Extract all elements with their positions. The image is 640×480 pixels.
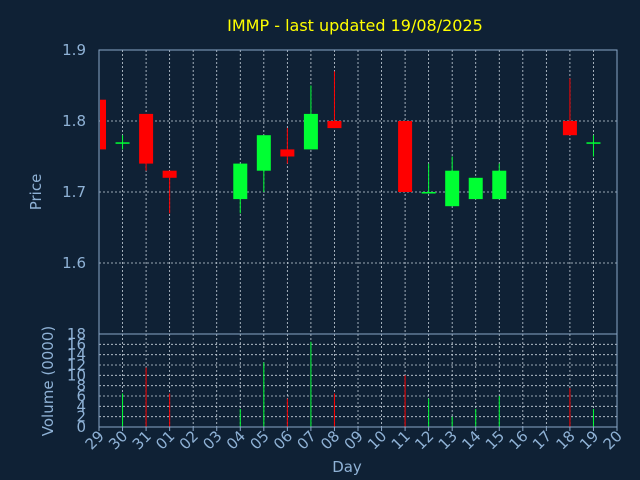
candle <box>280 128 295 164</box>
day-tick-label: 01 <box>152 427 178 453</box>
volume-bars <box>122 341 594 427</box>
day-tick-label: 03 <box>199 427 225 453</box>
candle <box>327 71 342 129</box>
candle-body <box>303 113 318 150</box>
volume-tick-label: 16 <box>67 335 86 353</box>
day-tick-label: 07 <box>294 427 320 453</box>
volume-tick-label: 8 <box>76 377 86 395</box>
price-tick-labels: 1.6 1.7 1.8 1.9 <box>62 41 86 272</box>
candle-body <box>421 192 436 194</box>
day-tick-label: 16 <box>505 427 531 453</box>
day-axis-label: Day <box>332 458 362 476</box>
chart-title: IMMP - last updated 19/08/2025 <box>227 16 483 35</box>
candle-body <box>445 170 460 207</box>
day-tick-label: 11 <box>388 427 414 453</box>
day-tick-label: 02 <box>176 427 202 453</box>
day-tick-label: 15 <box>482 427 508 453</box>
candle <box>98 99 106 150</box>
day-tick-label: 13 <box>435 427 461 453</box>
candle-body <box>100 99 106 150</box>
volume-tick-label: 0 <box>76 418 86 436</box>
candle <box>233 163 248 214</box>
price-axis-label: Price <box>27 174 45 211</box>
volume-tick-label: 10 <box>67 366 86 384</box>
candle <box>256 135 271 192</box>
candle <box>492 163 507 200</box>
day-tick-label: 30 <box>105 427 131 453</box>
day-tick-label: 04 <box>223 427 249 453</box>
volume-tick-label: 18 <box>67 325 86 343</box>
candle-body <box>586 142 601 144</box>
candle <box>421 163 436 194</box>
candle-body <box>562 121 577 136</box>
day-tick-label: 17 <box>529 427 555 453</box>
price-tick-label: 1.6 <box>62 254 86 272</box>
candle-body <box>280 149 295 157</box>
candle-body <box>256 135 271 171</box>
candle-body <box>139 113 154 164</box>
day-tick-label: 08 <box>317 427 343 453</box>
volume-plot-frame <box>98 333 618 428</box>
day-tick-label: 18 <box>553 427 579 453</box>
candle <box>139 113 154 171</box>
volume-tick-label: 14 <box>67 346 86 364</box>
candle-body <box>398 121 413 192</box>
candle <box>586 135 601 157</box>
candle-body <box>327 121 342 129</box>
candle <box>303 85 318 150</box>
day-tick-label: 31 <box>129 427 155 453</box>
day-tick-label: 12 <box>411 427 437 453</box>
candle <box>562 78 577 136</box>
candle <box>398 121 413 192</box>
volume-tick-label: 6 <box>76 387 86 405</box>
day-tick-label: 05 <box>246 427 272 453</box>
price-grid <box>99 49 617 334</box>
price-tick-label: 1.7 <box>62 183 86 201</box>
candle-body <box>468 177 483 200</box>
day-tick-labels: 2930310102030405060708091011121314151617… <box>82 427 626 453</box>
day-tick-label: 20 <box>600 427 626 453</box>
candle-body <box>492 170 507 200</box>
day-tick-label: 19 <box>576 427 602 453</box>
day-tick-label: 06 <box>270 427 296 453</box>
candle <box>468 177 483 200</box>
candle <box>162 170 177 214</box>
candle <box>115 135 130 150</box>
candle <box>445 156 460 207</box>
candles <box>98 71 601 214</box>
candle-body <box>162 170 177 178</box>
day-tick-label: 10 <box>364 427 390 453</box>
day-tick-label: 14 <box>458 427 484 453</box>
volume-tick-label: 2 <box>76 408 86 426</box>
volume-tick-label: 12 <box>67 356 86 374</box>
day-tick-label: 09 <box>341 427 367 453</box>
volume-axis-label: Volume (0000) <box>39 326 57 436</box>
price-tick-label: 1.8 <box>62 112 86 130</box>
volume-tick-label: 4 <box>76 397 86 415</box>
price-tick-label: 1.9 <box>62 41 86 59</box>
candle-body <box>115 142 130 144</box>
candle-body <box>233 163 248 200</box>
volume-grid <box>99 334 617 427</box>
